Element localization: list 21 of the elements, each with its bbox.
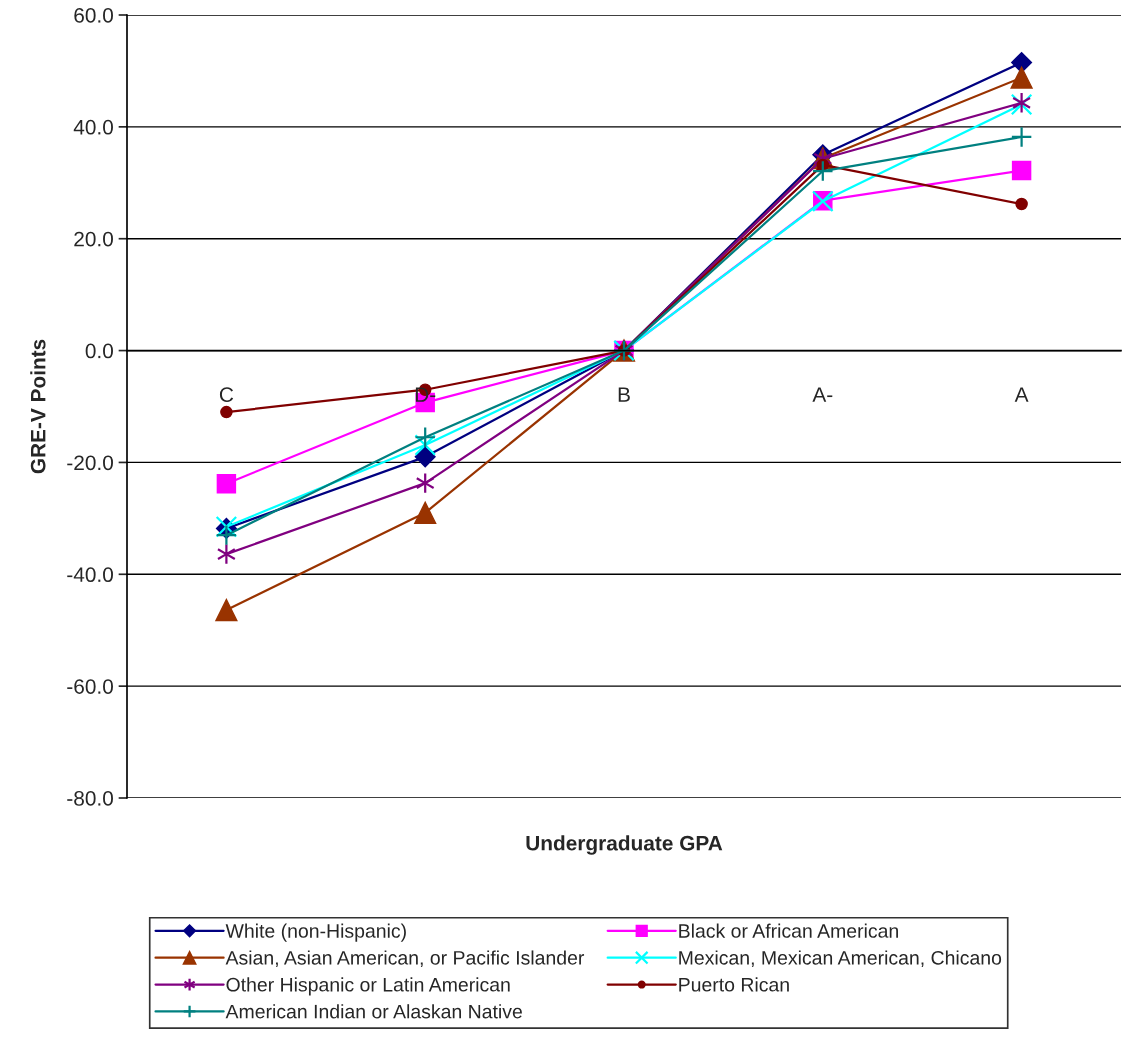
legend-label: Asian, Asian American, or Pacific Islander (225, 950, 585, 968)
x-tick-label: A (1014, 387, 1029, 402)
legend-label: Black or African American (679, 923, 898, 938)
x-tick-label: C (219, 387, 234, 402)
y-tick-label: 20.0 (74, 231, 113, 247)
x-tick-label: A- (812, 387, 833, 402)
legend-label: Other Hispanic or Latin American (226, 977, 510, 996)
x-tick-label: B (618, 387, 630, 402)
y-axis-title: GRE-V Points (30, 339, 46, 474)
y-tick-label: 60.0 (74, 8, 113, 23)
legend-label: American Indian or Alaskan Native (225, 1004, 522, 1019)
y-tick-label: -60.0 (67, 679, 113, 694)
legend-label: Mexican, Mexican American, Chicano (679, 950, 1002, 968)
y-tick-label: 40.0 (73, 119, 113, 135)
x-axis-title: Undergraduate GPA (526, 835, 723, 855)
legend-label: Puerto Rican (679, 977, 789, 992)
legend-label: White (non-Hispanic) (225, 923, 406, 942)
y-tick-label: -40.0 (67, 567, 113, 583)
y-tick-label: -20.0 (67, 455, 113, 471)
y-tick-label: -80.0 (67, 791, 113, 806)
y-tick-label: 0.0 (85, 343, 113, 359)
